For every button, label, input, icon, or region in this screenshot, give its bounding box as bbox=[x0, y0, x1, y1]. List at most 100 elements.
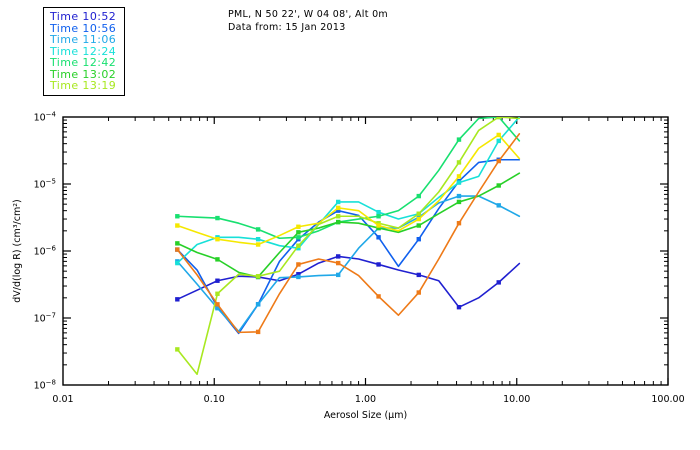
chart-title: PML, N 50 22', W 04 08', Alt 0m Data fro… bbox=[228, 8, 388, 34]
title-line-2: Data from: 15 Jan 2013 bbox=[228, 22, 346, 33]
data-point bbox=[456, 137, 462, 142]
series-2 bbox=[175, 193, 521, 333]
series-line bbox=[176, 133, 521, 334]
data-point bbox=[496, 117, 501, 120]
data-point bbox=[456, 304, 462, 310]
data-point bbox=[255, 227, 261, 232]
data-point bbox=[296, 235, 301, 240]
data-point bbox=[336, 205, 341, 211]
series-line bbox=[176, 117, 521, 240]
data-point bbox=[296, 262, 301, 267]
data-point bbox=[336, 208, 341, 213]
legend-item-3: Time 12:24 bbox=[50, 44, 117, 58]
data-point bbox=[416, 272, 421, 278]
legend-item-2: Time 11:06 bbox=[50, 33, 117, 46]
data-point bbox=[336, 199, 341, 205]
series-6 bbox=[175, 117, 521, 375]
data-point bbox=[336, 272, 341, 278]
data-point bbox=[376, 220, 381, 226]
data-series-layer bbox=[175, 117, 521, 375]
data-point bbox=[215, 306, 220, 311]
data-point bbox=[215, 302, 220, 307]
series-line bbox=[176, 117, 521, 375]
series-line bbox=[176, 158, 521, 335]
data-point bbox=[336, 260, 341, 266]
legend-item-1: Time 10:56 bbox=[50, 21, 117, 35]
data-point bbox=[416, 216, 421, 222]
data-point bbox=[175, 241, 180, 246]
data-point bbox=[496, 158, 501, 164]
x-tick-label-0: 0.01 bbox=[52, 394, 73, 405]
data-point bbox=[175, 223, 180, 228]
data-point bbox=[175, 297, 180, 302]
data-point bbox=[496, 183, 501, 188]
data-point bbox=[215, 291, 220, 296]
data-point bbox=[416, 211, 421, 216]
data-point bbox=[456, 180, 462, 185]
title-line-1: PML, N 50 22', W 04 08', Alt 0m bbox=[228, 9, 388, 20]
x-tick-label-4: 100.00 bbox=[651, 394, 684, 405]
y-axis-label: dV/d(log R) (cm³/cm²) bbox=[12, 199, 23, 302]
data-point bbox=[296, 224, 301, 229]
series-line bbox=[176, 255, 521, 308]
x-tick-label-2: 1.00 bbox=[355, 394, 376, 405]
data-point bbox=[376, 262, 381, 267]
data-point bbox=[376, 214, 381, 219]
axis-label-layer: 0.01 0.10 1.00 10.00 100.00 10−8 10−7 10−6 10−5 1… bbox=[12, 111, 685, 422]
data-point bbox=[496, 132, 501, 138]
x-tick-label-3: 10.00 bbox=[503, 394, 530, 405]
data-point bbox=[296, 272, 301, 277]
data-point bbox=[255, 302, 261, 307]
data-point bbox=[175, 214, 180, 219]
data-point bbox=[496, 138, 501, 144]
series-8 bbox=[175, 133, 521, 335]
y-tick-label-2: 10−6 bbox=[34, 245, 57, 258]
y-tick-label-0: 10−8 bbox=[34, 379, 56, 392]
data-point bbox=[456, 193, 462, 199]
data-point bbox=[416, 193, 421, 199]
data-point bbox=[175, 260, 180, 266]
data-point bbox=[456, 220, 462, 226]
data-point bbox=[416, 290, 421, 295]
data-point bbox=[496, 280, 501, 285]
data-point bbox=[296, 246, 301, 251]
x-axis-label: Aerosol Size (μm) bbox=[324, 410, 407, 421]
data-point bbox=[336, 214, 341, 219]
y-tick-label-4: 10−4 bbox=[34, 111, 57, 124]
series-7 bbox=[175, 132, 521, 247]
data-point bbox=[376, 209, 381, 215]
data-point bbox=[215, 215, 220, 221]
data-point bbox=[376, 235, 381, 240]
plot-frame bbox=[62, 116, 669, 386]
legend-item-0: Time 10:52 bbox=[50, 10, 117, 23]
data-point bbox=[255, 329, 261, 335]
series-3 bbox=[175, 117, 521, 266]
data-point bbox=[255, 274, 261, 279]
y-tick-label-1: 10−7 bbox=[34, 312, 56, 325]
series-1 bbox=[175, 157, 521, 335]
data-point bbox=[255, 242, 261, 247]
data-point bbox=[215, 237, 220, 242]
data-point bbox=[376, 225, 381, 231]
data-point bbox=[175, 247, 180, 252]
data-point bbox=[416, 223, 421, 228]
series-line bbox=[176, 117, 521, 264]
data-point bbox=[336, 254, 341, 259]
data-point bbox=[456, 174, 462, 179]
data-point bbox=[376, 223, 381, 228]
data-point bbox=[336, 219, 341, 225]
data-point bbox=[376, 294, 381, 299]
data-point bbox=[416, 237, 421, 242]
data-point bbox=[496, 203, 501, 208]
legend: Time 10:52 Time 10:56 Time 11:06 Time 12:24… bbox=[43, 7, 126, 96]
series-line bbox=[176, 172, 521, 278]
data-point bbox=[456, 199, 462, 205]
y-tick-label-3: 10−5 bbox=[34, 178, 56, 191]
axis-layer bbox=[62, 116, 669, 386]
data-point bbox=[296, 243, 301, 248]
data-point bbox=[215, 278, 220, 283]
legend-item-4: Time 12:42 bbox=[50, 56, 117, 69]
data-point bbox=[175, 347, 180, 352]
